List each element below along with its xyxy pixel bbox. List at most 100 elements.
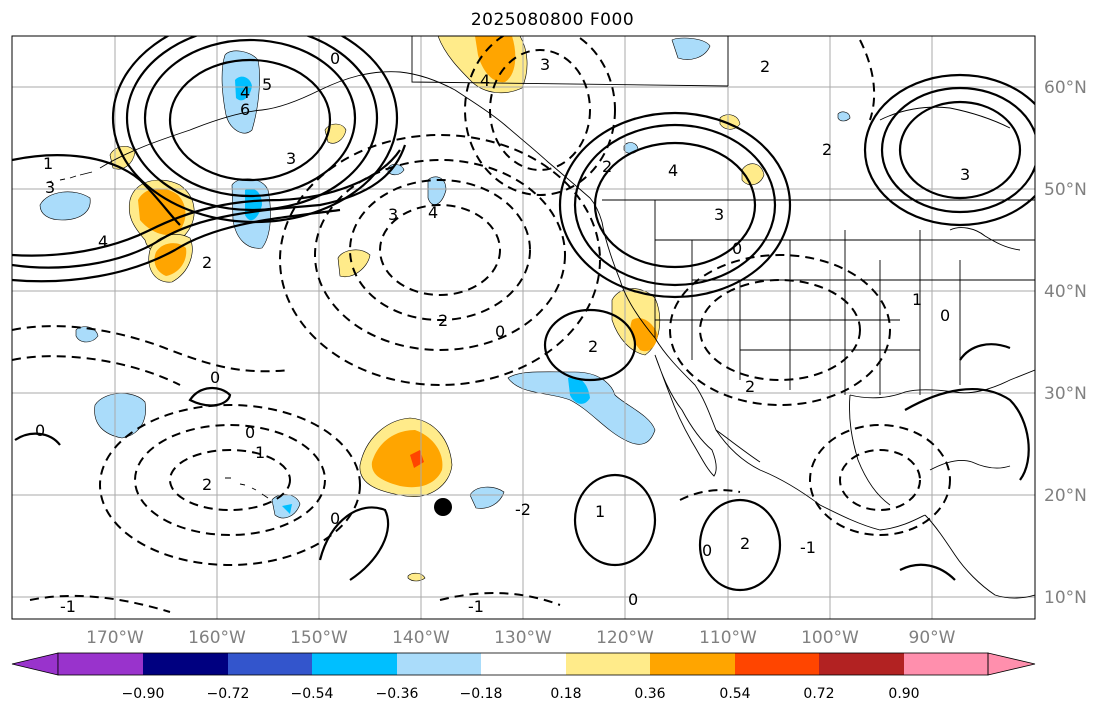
contour-label: 2 <box>760 57 770 76</box>
colorbar-cell <box>312 653 397 675</box>
colorbar-tick-label: 0.18 <box>550 686 581 702</box>
contour-label: 0 <box>330 49 340 68</box>
contour-label: 0 <box>628 590 638 609</box>
colorbar-tick-label: −0.72 <box>207 686 250 702</box>
lat-label: 40°N <box>1044 282 1087 302</box>
positive-anomaly-patch <box>154 243 187 276</box>
colorbar-cell <box>819 653 904 675</box>
colorbar-cell <box>228 653 312 675</box>
contour-label: 4 <box>428 203 438 222</box>
contour-label: 0 <box>940 306 950 325</box>
lat-label: 50°N <box>1044 180 1087 200</box>
colorbar-outline <box>57 652 989 676</box>
latitude-labels: 60°N 50°N 40°N 30°N 20°N 10°N <box>1044 78 1087 608</box>
contour-label: 4 <box>668 161 678 180</box>
colorbar: −0.90 −0.72 −0.54 −0.36 −0.18 0.18 0.36 … <box>11 652 1036 702</box>
contour-label: 2 <box>602 157 612 176</box>
contour-label: 3 <box>388 205 398 224</box>
colorbar-cell <box>566 653 650 675</box>
lon-label: 130°W <box>494 628 552 648</box>
contour-label: 2 <box>202 253 212 272</box>
negative-anomaly-patch <box>671 37 711 60</box>
contour-label: 3 <box>45 178 55 197</box>
contour-label: 4 <box>98 232 108 251</box>
contour-labels: 0 0 0 0 0 0 0 0 0 0 1 1 1 1 2 2 2 2 2 2 … <box>35 49 970 616</box>
contour-label: 1 <box>43 154 53 173</box>
contour-label: 0 <box>495 322 505 341</box>
lon-label: 120°W <box>596 628 654 648</box>
colorbar-cell <box>397 653 481 675</box>
negative-anomaly-patch <box>39 191 91 221</box>
contour-label: 5 <box>262 75 272 94</box>
contour-label: 3 <box>286 149 296 168</box>
colorbar-cell <box>143 653 228 675</box>
lat-label: 60°N <box>1044 78 1087 98</box>
lon-label: 160°W <box>188 628 246 648</box>
contour-label: 3 <box>714 205 724 224</box>
colorbar-cell <box>904 653 988 675</box>
positive-anomaly-patch <box>371 430 443 488</box>
contour-label: -1 <box>468 597 484 616</box>
lon-label: 170°W <box>86 628 144 648</box>
contour-label: 0 <box>732 239 742 258</box>
negative-anomaly-patch <box>427 176 447 205</box>
contour-label: 3 <box>540 55 550 74</box>
plot-frame <box>11 35 1036 620</box>
contour-label: 3 <box>960 165 970 184</box>
contour-label: 2 <box>740 534 750 553</box>
negative-anomaly-patch <box>507 371 656 445</box>
positive-anomaly-patch <box>630 318 658 352</box>
contour-label: 1 <box>912 290 922 309</box>
colorbar-extend-low <box>11 652 59 676</box>
contour-label: 0 <box>330 509 340 528</box>
map-title: 2025080800 F000 <box>470 10 635 30</box>
colorbar-tick-label: −0.90 <box>122 686 165 702</box>
colorbar-tick-label: −0.36 <box>376 686 419 702</box>
contour-label: -2 <box>515 500 531 519</box>
negative-anomaly-patch <box>568 376 590 404</box>
storm-center-marker <box>434 498 452 516</box>
contour-label: 0 <box>35 421 45 440</box>
colorbar-extend-high <box>987 652 1036 676</box>
colorbar-tick-label: −0.18 <box>460 686 503 702</box>
negative-anomaly-patch <box>469 486 505 509</box>
contour-label: 0 <box>210 368 220 387</box>
positive-anomaly-patch <box>138 188 186 235</box>
negative-anomaly-patch <box>837 111 851 122</box>
lat-label: 30°N <box>1044 384 1087 404</box>
contour-label: 2 <box>438 311 448 330</box>
longitude-labels: 170°W 160°W 150°W 140°W 130°W 120°W 110°… <box>86 628 956 648</box>
negative-contours <box>12 36 951 613</box>
lon-label: 110°W <box>699 628 757 648</box>
positive-anomaly-patch <box>337 249 371 278</box>
colorbar-tick-label: 0.90 <box>888 686 919 702</box>
positive-contours <box>12 36 1035 592</box>
contour-label: 2 <box>745 377 755 396</box>
shaded-anomalies <box>39 36 851 582</box>
lon-label: 140°W <box>392 628 450 648</box>
contour-label: -1 <box>800 538 816 557</box>
colorbar-tick-label: 0.54 <box>719 686 750 702</box>
contour-label: -1 <box>60 597 76 616</box>
colorbar-tick-label: −0.54 <box>291 686 334 702</box>
colorbar-cell <box>650 653 735 675</box>
colorbar-tick-label: 0.36 <box>634 686 665 702</box>
lon-label: 90°W <box>909 628 956 648</box>
contour-label: 1 <box>255 443 265 462</box>
contour-label: 2 <box>588 337 598 356</box>
negative-anomaly-patch <box>235 76 252 101</box>
positive-anomaly-patch <box>475 36 516 83</box>
colorbar-tick-label: 0.72 <box>803 686 834 702</box>
contour-label: 4 <box>240 83 250 102</box>
contour-label: 2 <box>202 475 212 494</box>
negative-anomaly-patch <box>75 326 99 343</box>
colorbar-cells <box>58 653 988 675</box>
colorbar-ticks: −0.90 −0.72 −0.54 −0.36 −0.18 0.18 0.36 … <box>122 686 920 702</box>
colorbar-cell <box>735 653 819 675</box>
contour-label: 2 <box>822 140 832 159</box>
negative-anomaly-patch <box>282 504 292 514</box>
lat-label: 10°N <box>1044 588 1087 608</box>
lon-label: 150°W <box>290 628 348 648</box>
contour-label: 0 <box>245 423 255 442</box>
